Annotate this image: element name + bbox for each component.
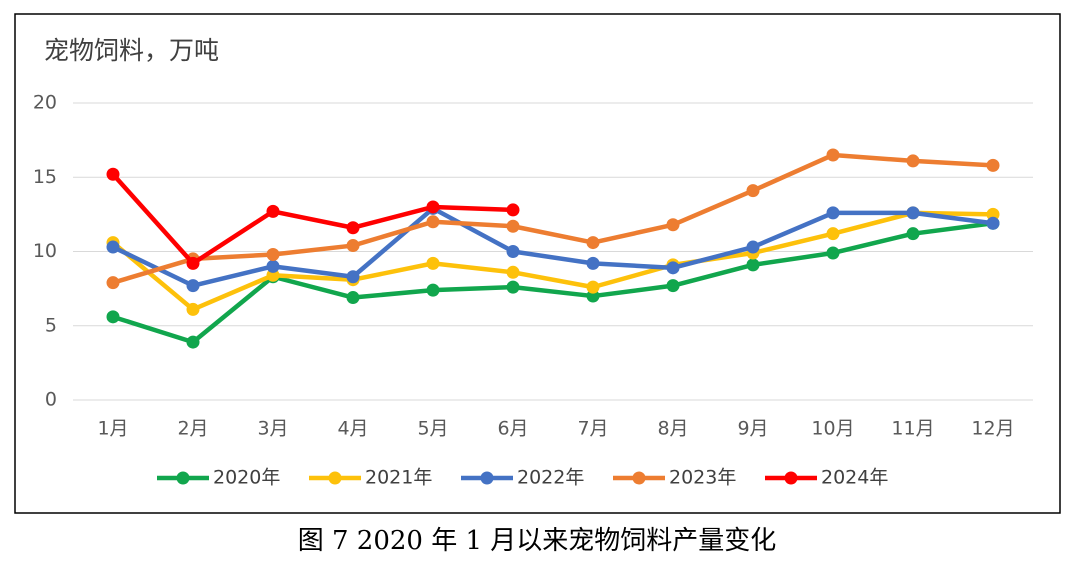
data-point — [986, 207, 1000, 221]
data-point — [746, 258, 760, 272]
data-point — [186, 279, 200, 293]
data-point — [746, 184, 760, 198]
data-point — [426, 200, 440, 214]
data-point — [666, 261, 680, 275]
data-point — [506, 219, 520, 233]
x-tick-label: 12月 — [971, 418, 1014, 440]
data-point — [266, 247, 280, 261]
x-tick-label: 8月 — [657, 418, 688, 440]
x-tick-label: 6月 — [497, 418, 528, 440]
legend-marker — [328, 471, 342, 485]
data-point — [986, 216, 1000, 230]
data-point — [186, 335, 200, 349]
data-point — [106, 310, 120, 324]
x-tick-label: 9月 — [737, 418, 768, 440]
y-tick-label: 15 — [33, 166, 57, 188]
data-point — [986, 158, 1000, 172]
series-line — [111, 210, 994, 312]
series-line — [111, 172, 514, 266]
legend-label: 2024年 — [821, 467, 888, 489]
x-tick-label: 7月 — [577, 418, 608, 440]
legend-marker — [784, 471, 798, 485]
legend-label: 2022年 — [517, 467, 584, 489]
series-line — [112, 152, 994, 285]
data-point — [586, 289, 600, 303]
data-point — [106, 240, 120, 254]
x-tick-label: 1月 — [97, 418, 128, 440]
data-point — [826, 246, 840, 260]
data-point — [586, 236, 600, 250]
data-point — [106, 167, 120, 181]
data-point — [426, 215, 440, 229]
data-point — [826, 206, 840, 220]
data-point — [266, 268, 280, 282]
y-tick-label: 10 — [33, 240, 57, 262]
legend-label: 2021年 — [365, 467, 432, 489]
data-point — [346, 270, 360, 284]
legend-marker — [480, 471, 494, 485]
y-tick-label: 5 — [45, 314, 57, 336]
legend-label: 2020年 — [213, 467, 280, 489]
x-tick-label: 2月 — [177, 418, 208, 440]
data-point — [826, 148, 840, 162]
data-point — [506, 245, 520, 258]
data-point — [906, 227, 920, 241]
data-point — [346, 239, 360, 253]
data-point — [106, 276, 120, 290]
x-tick-label: 11月 — [891, 418, 934, 440]
legend-label: 2023年 — [669, 467, 736, 489]
caption: 图 7 2020 年 1 月以来宠物饲料产量变化 — [298, 526, 777, 556]
data-point — [266, 259, 280, 273]
x-tick-label: 3月 — [257, 418, 288, 440]
data-point — [906, 154, 920, 168]
data-point — [426, 256, 440, 270]
data-point — [506, 203, 520, 217]
data-point — [906, 206, 920, 220]
data-point — [586, 256, 600, 270]
x-tick-label: 4月 — [337, 418, 368, 440]
y-axis-label: 宠物饲料，万吨 — [44, 36, 219, 65]
data-point — [186, 302, 200, 316]
series-line — [112, 221, 994, 345]
data-point — [586, 280, 600, 294]
data-point — [186, 256, 200, 270]
data-point — [666, 218, 680, 232]
data-point — [426, 283, 440, 297]
data-point — [746, 240, 760, 254]
data-point — [666, 279, 680, 293]
y-tick-label: 20 — [33, 92, 57, 114]
data-point — [346, 291, 360, 305]
data-point — [346, 221, 360, 235]
series-line — [112, 206, 994, 288]
data-point — [506, 280, 520, 294]
data-point — [826, 227, 840, 241]
legend-marker — [632, 471, 646, 485]
x-tick-label: 5月 — [417, 418, 448, 440]
y-tick-label: 0 — [45, 389, 57, 411]
legend-marker — [176, 471, 190, 485]
x-tick-label: 10月 — [811, 418, 854, 440]
data-point — [506, 265, 520, 279]
data-point — [266, 204, 280, 218]
